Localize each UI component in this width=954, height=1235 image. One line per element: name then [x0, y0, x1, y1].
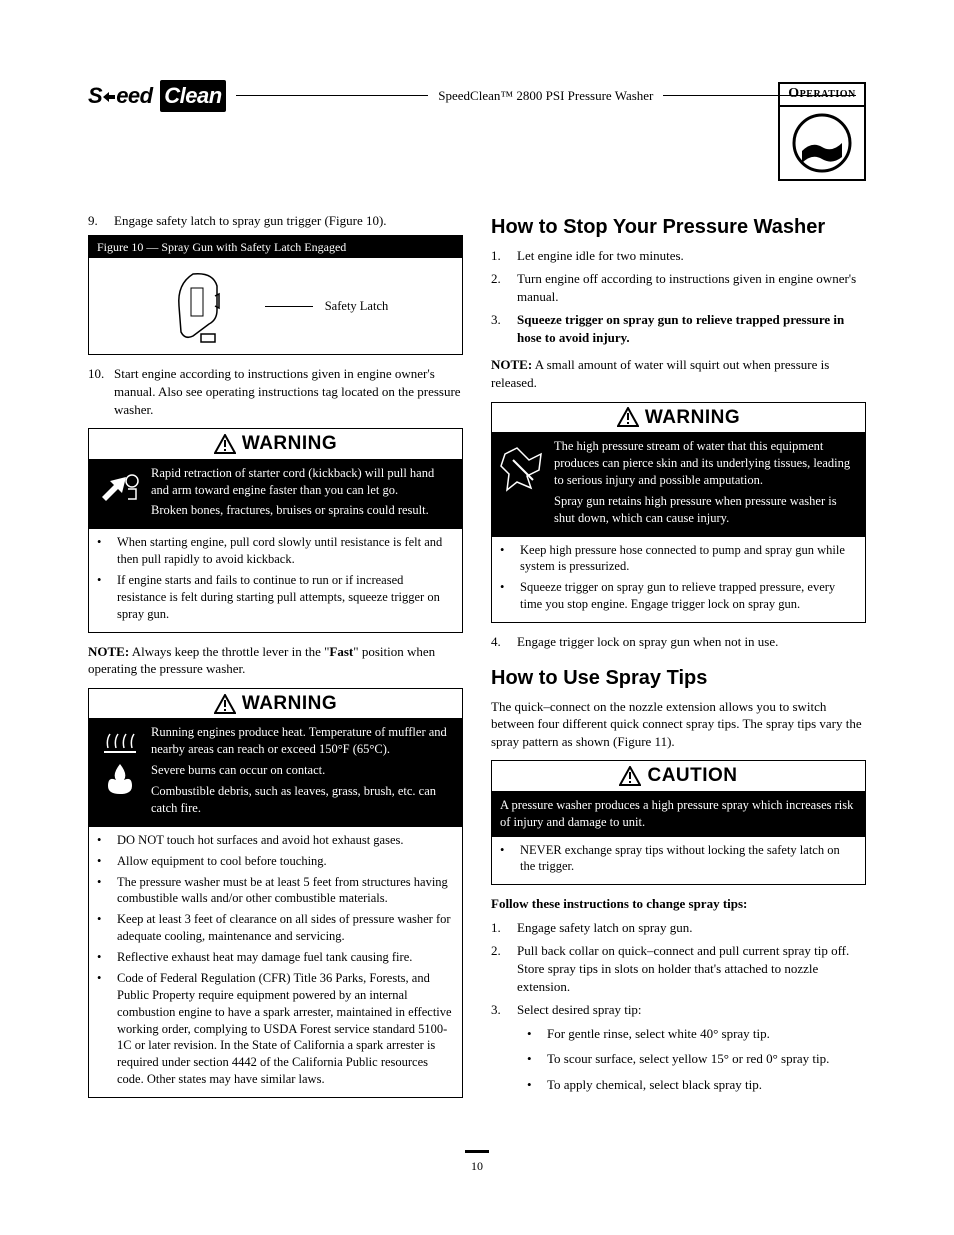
figure-10: Figure 10 — Spray Gun with Safety Latch … [88, 235, 463, 355]
stop-step: 2.Turn engine off according to instructi… [491, 270, 866, 305]
spray-gun-icon [163, 266, 253, 346]
caution-spraytips: CAUTION A pressure washer produces a hig… [491, 760, 866, 885]
note-squirt: NOTE: A small amount of water will squir… [491, 356, 866, 391]
safety-latch-label: Safety Latch [325, 298, 389, 315]
tips-sub-bullet: For gentle rinse, select white 40° spray… [527, 1025, 866, 1043]
warn2-bullet: The pressure washer must be at least 5 f… [93, 874, 454, 908]
note-throttle: NOTE: Always keep the throttle lever in … [88, 643, 463, 678]
tips-heading: How to Use Spray Tips [491, 665, 866, 692]
follow-heading: Follow these instructions to change spra… [491, 895, 866, 913]
tips-step: 1.Engage safety latch on spray gun. [491, 919, 866, 937]
warn2-bullet: Allow equipment to cool before touching. [93, 853, 454, 870]
brand-logo: Seed Clean [88, 80, 226, 112]
injection-hazard-icon [499, 440, 547, 498]
operation-icon [792, 113, 852, 173]
step-10: 10. Start engine according to instructio… [88, 365, 463, 418]
fire-icon [98, 762, 142, 796]
warn2-bullet: Code of Federal Regulation (CFR) Title 3… [93, 970, 454, 1088]
page-number: 10 [88, 1158, 866, 1174]
warn2-bullet: Keep at least 3 feet of clearance on all… [93, 911, 454, 945]
stop-heading: How to Stop Your Pressure Washer [491, 214, 866, 241]
warning-triangle-icon [214, 434, 236, 454]
warn1-bullet: If engine starts and fails to continue t… [93, 572, 454, 623]
page-header: Seed Clean SpeedClean™ 2800 PSI Pressure… [88, 80, 866, 112]
stop-step: 1.Let engine idle for two minutes. [491, 247, 866, 265]
figure-caption: Figure 10 — Spray Gun with Safety Latch … [89, 236, 462, 258]
warning-kickback: WARNING Rapid retraction of starter cord… [88, 428, 463, 633]
stop-step: 3.Squeeze trigger on spray gun to reliev… [491, 311, 866, 346]
warn2-bullet: DO NOT touch hot surfaces and avoid hot … [93, 832, 454, 849]
caution-bullet: NEVER exchange spray tips without lockin… [496, 842, 857, 876]
hot-surface-icon [98, 726, 142, 756]
tips-sub-bullet: To scour surface, select yellow 15° or r… [527, 1050, 866, 1068]
warning-triangle-icon [617, 407, 639, 427]
tips-step: 2.Pull back collar on quick–connect and … [491, 942, 866, 995]
warning-heat: WARNING Running engines produce heat. Te… [88, 688, 463, 1098]
stop-step: 4.Engage trigger lock on spray gun when … [491, 633, 866, 651]
tips-intro: The quick–connect on the nozzle extensio… [491, 698, 866, 751]
tips-step: 3.Select desired spray tip: [491, 1001, 866, 1019]
step-9: 9. Engage safety latch to spray gun trig… [88, 212, 463, 230]
warn3-bullet: Keep high pressure hose connected to pum… [496, 542, 857, 576]
left-column: 9. Engage safety latch to spray gun trig… [88, 212, 463, 1108]
warning-pressure: WARNING The high pressure stream of wate… [491, 402, 866, 624]
document-title: SpeedClean™ 2800 PSI Pressure Washer [438, 87, 653, 105]
caution-triangle-icon [619, 766, 641, 786]
warn3-bullet: Squeeze trigger on spray gun to relieve … [496, 579, 857, 613]
warn1-bullet: When starting engine, pull cord slowly u… [93, 534, 454, 568]
operation-badge: Operation [778, 82, 866, 181]
tips-sub-bullet: To apply chemical, select black spray ti… [527, 1076, 866, 1094]
warning-triangle-icon [214, 694, 236, 714]
warn2-bullet: Reflective exhaust heat may damage fuel … [93, 949, 454, 966]
kickback-icon [98, 467, 142, 503]
right-column: How to Stop Your Pressure Washer 1.Let e… [491, 212, 866, 1108]
